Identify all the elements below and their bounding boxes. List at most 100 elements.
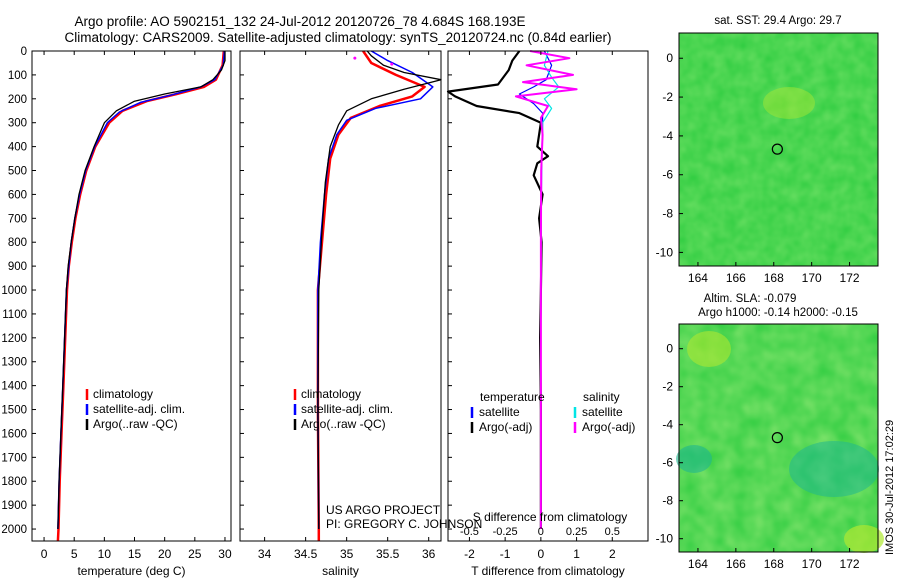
salinity-legend-label: satellite-adj. clim. bbox=[301, 402, 393, 416]
temperature-ytick-label: 500 bbox=[8, 166, 27, 178]
temperature-ytick-label: 1900 bbox=[1, 500, 27, 512]
temperature-series-argo bbox=[57, 51, 226, 530]
salinity-series-satellite bbox=[317, 50, 434, 530]
sla_map-xtick-label: 172 bbox=[840, 557, 860, 571]
sla_map-frame bbox=[678, 323, 879, 553]
temperature-ytick-label: 900 bbox=[8, 261, 27, 273]
temperature-ytick-label: 0 bbox=[21, 46, 27, 58]
side-label: IMOS 30-Jul-2012 17:02:29 bbox=[884, 420, 896, 555]
sst-map-warm-patch bbox=[763, 87, 815, 119]
sla-map-high-anomaly bbox=[687, 331, 731, 367]
sla-map: 164 166 168 170 172 0 -2 -4 -6 -8 -10 bbox=[656, 323, 884, 571]
difference-series-s-argo bbox=[514, 50, 578, 529]
temperature-legend-label: climatology bbox=[93, 387, 153, 401]
temperature-ytick-label: 2000 bbox=[1, 524, 27, 536]
credit-line-1: US ARGO PROJECT bbox=[326, 503, 441, 517]
difference-xlabel2: S difference from climatology bbox=[473, 510, 628, 524]
temperature-ytick-label: 400 bbox=[8, 142, 27, 154]
temperature-xtick-label: 10 bbox=[98, 547, 112, 561]
sst_map-ytick-label: -10 bbox=[656, 245, 674, 259]
sst_map-ytick-label: -6 bbox=[662, 168, 673, 182]
temperature-ytick-label: 1600 bbox=[1, 428, 27, 440]
difference-panel: -2 -1 0 1 2 T difference from climatology -0.5… bbox=[446, 50, 649, 578]
salinity-xtick-label: 36 bbox=[422, 547, 436, 561]
sst_map-xtick-label: 166 bbox=[726, 271, 746, 285]
salinity-xtick-label: 34.5 bbox=[294, 547, 318, 561]
sla-map-low-anomaly-west bbox=[676, 445, 712, 473]
temperature-ytick-label: 1400 bbox=[1, 381, 27, 393]
temperature-ytick-label: 1500 bbox=[1, 405, 27, 417]
temperature-ytick-label: 1700 bbox=[1, 452, 27, 464]
difference-xtick-label: -2 bbox=[464, 547, 475, 561]
temperature-ytick-label: 1300 bbox=[1, 357, 27, 369]
sla-map-title-1: Altim. SLA: -0.079 bbox=[704, 293, 797, 305]
salinity-marker-0 bbox=[353, 56, 357, 60]
salinity-xtick-label: 34 bbox=[258, 547, 272, 561]
difference-frame bbox=[447, 50, 649, 542]
salinity-marker-1 bbox=[390, 62, 394, 66]
temperature-series-climatology bbox=[56, 50, 226, 542]
sla_map-ytick-label: -4 bbox=[662, 418, 673, 432]
temperature-xtick-label: 5 bbox=[71, 547, 78, 561]
temperature-xtick-label: 25 bbox=[188, 547, 202, 561]
temperature-xtick-label: 15 bbox=[128, 547, 142, 561]
temperature-ytick-label: 300 bbox=[8, 118, 27, 130]
salinity-xtick-label: 35 bbox=[340, 547, 354, 561]
sst_map-frame bbox=[678, 32, 879, 267]
difference-xtick-label: 0 bbox=[538, 547, 545, 561]
difference-xtick2-label: -0.25 bbox=[493, 526, 518, 538]
temperature-legend-label: Argo(..raw -QC) bbox=[93, 417, 178, 431]
temperature-legend-label: satellite-adj. clim. bbox=[93, 402, 185, 416]
sst_map-ytick-label: -2 bbox=[662, 90, 673, 104]
difference-xtick2-label: 0 bbox=[538, 526, 544, 538]
sla-map-low-anomaly bbox=[789, 441, 879, 497]
difference-xlabel: T difference from climatology bbox=[471, 564, 625, 578]
salinity-legend-label: Argo(..raw -QC) bbox=[301, 417, 386, 431]
sla_map-xtick-label: 166 bbox=[726, 557, 746, 571]
temperature-ytick-label: 100 bbox=[8, 70, 27, 82]
sst_map-ytick-label: -4 bbox=[662, 129, 673, 143]
salinity-series-climatology bbox=[316, 50, 426, 541]
sla_map-ytick-label: -10 bbox=[656, 532, 674, 546]
salinity-legend-label: climatology bbox=[301, 387, 361, 401]
temperature-ytick-label: 1100 bbox=[2, 309, 27, 321]
sla-map-high-anomaly-south bbox=[844, 525, 884, 553]
difference-legend-label: Argo(-adj) bbox=[582, 420, 635, 434]
difference-series-t-satellite bbox=[518, 50, 553, 529]
temperature-ytick-label: 1800 bbox=[1, 476, 27, 488]
sla_map-ytick-label: -6 bbox=[662, 456, 673, 470]
sst_map-ytick-label: -8 bbox=[662, 207, 673, 221]
salinity-panel: 34 34.5 35 35.5 36 salinity climatologysatelli… bbox=[239, 50, 442, 578]
sla_map-ytick-label: 0 bbox=[666, 342, 673, 356]
difference-legend-label: Argo(-adj) bbox=[479, 420, 532, 434]
difference-xtick-label: 1 bbox=[573, 547, 580, 561]
title-line-1: Argo profile: AO 5902151_132 24-Jul-2012… bbox=[74, 14, 525, 29]
sla_map-xtick-label: 164 bbox=[688, 557, 708, 571]
temperature-ytick-label: 1000 bbox=[1, 285, 27, 297]
difference-xtick-label: 2 bbox=[609, 547, 616, 561]
difference-series-s-satellite bbox=[540, 50, 560, 529]
difference-legend-label: satellite bbox=[479, 405, 520, 419]
temperature-ytick-label: 700 bbox=[8, 213, 27, 225]
salinity-series-argo bbox=[317, 50, 442, 530]
temperature-xtick-label: 20 bbox=[158, 547, 172, 561]
difference-series-t-argo bbox=[446, 50, 550, 529]
sst_map-xtick-label: 168 bbox=[764, 271, 784, 285]
sst_map-ytick-label: 0 bbox=[666, 51, 673, 65]
temperature-xlabel: temperature (deg C) bbox=[77, 564, 185, 578]
sla-map-title-2: Argo h1000: -0.14 h2000: -0.15 bbox=[698, 307, 858, 319]
sla_map-xtick-label: 170 bbox=[802, 557, 822, 571]
sst_map-xtick-label: 170 bbox=[802, 271, 822, 285]
salinity-xtick-label: 35.5 bbox=[376, 547, 400, 561]
temperature-xtick-label: 30 bbox=[218, 547, 232, 561]
difference-xtick2-label: 0.5 bbox=[605, 526, 620, 538]
difference-xtick2-label: -0.5 bbox=[460, 526, 479, 538]
temperature-ytick-label: 800 bbox=[8, 237, 27, 249]
difference-xtick-label: -1 bbox=[500, 547, 511, 561]
sst_map-float-marker bbox=[771, 143, 783, 155]
salinity-xlabel: salinity bbox=[322, 564, 359, 578]
difference-xtick2-label: 0.25 bbox=[566, 526, 587, 538]
sst-map: 164 166 168 170 172 0 -2 -4 -6 -8 -10 bbox=[656, 32, 879, 285]
